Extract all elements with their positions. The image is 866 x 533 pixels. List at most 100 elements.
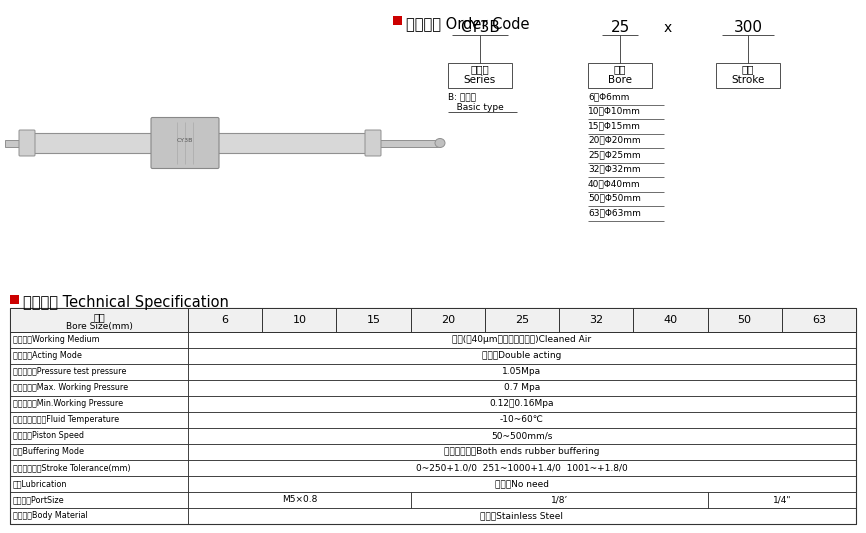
Bar bbox=[10, 348, 188, 364]
Text: M5×0.8: M5×0.8 bbox=[281, 496, 317, 505]
Text: 活塞速度Piston Speed: 活塞速度Piston Speed bbox=[13, 432, 84, 440]
Bar bbox=[188, 460, 856, 476]
Text: 最低使用压Min.Working Pressure: 最低使用压Min.Working Pressure bbox=[13, 400, 123, 408]
Text: 25: 25 bbox=[515, 315, 529, 325]
Bar bbox=[10, 412, 188, 428]
Text: 40：Φ40mm: 40：Φ40mm bbox=[588, 179, 641, 188]
Text: 环境与流体温度Fluid Temperature: 环境与流体温度Fluid Temperature bbox=[13, 416, 120, 424]
Bar bbox=[10, 308, 188, 332]
Bar bbox=[10, 428, 188, 444]
Text: 1/4": 1/4" bbox=[772, 496, 791, 505]
Text: 动作方式Acting Mode: 动作方式Acting Mode bbox=[13, 351, 82, 360]
Bar bbox=[10, 308, 856, 332]
Text: 缓冲Buffering Mode: 缓冲Buffering Mode bbox=[13, 448, 84, 456]
Bar bbox=[188, 332, 856, 348]
Text: 50：Φ50mm: 50：Φ50mm bbox=[588, 193, 641, 203]
Text: 本体材质Body Material: 本体材质Body Material bbox=[13, 512, 87, 521]
Text: 1/8’: 1/8’ bbox=[551, 496, 568, 505]
Text: 耐压试验压Pressure test pressure: 耐压试验压Pressure test pressure bbox=[13, 367, 126, 376]
Text: 63: 63 bbox=[812, 315, 826, 325]
Text: 6: 6 bbox=[222, 315, 229, 325]
Bar bbox=[188, 396, 856, 412]
Text: CY3B: CY3B bbox=[177, 139, 193, 143]
Text: CY3B: CY3B bbox=[460, 20, 500, 35]
Bar bbox=[10, 308, 856, 524]
Text: 缸径: 缸径 bbox=[94, 312, 105, 322]
Bar bbox=[588, 63, 652, 88]
Text: 空气(经40μm过滤的洁净空气)Cleaned Air: 空气(经40μm过滤的洁净空气)Cleaned Air bbox=[452, 335, 591, 344]
Bar bbox=[410, 308, 485, 332]
Bar bbox=[485, 308, 559, 332]
Text: 10: 10 bbox=[293, 315, 307, 325]
Text: Stroke: Stroke bbox=[731, 75, 765, 85]
Bar bbox=[559, 308, 633, 332]
Text: 15：Φ15mm: 15：Φ15mm bbox=[588, 121, 641, 130]
Bar bbox=[337, 308, 410, 332]
Text: 行程: 行程 bbox=[742, 64, 754, 74]
Bar bbox=[188, 428, 856, 444]
Ellipse shape bbox=[435, 139, 445, 148]
Bar bbox=[393, 16, 402, 25]
Text: 技术参数 Technical Specification: 技术参数 Technical Specification bbox=[23, 295, 229, 310]
Bar bbox=[188, 364, 856, 380]
Text: 20: 20 bbox=[441, 315, 455, 325]
Bar bbox=[10, 444, 188, 460]
Bar bbox=[708, 308, 782, 332]
Text: 0~250+1.0/0  251~1000+1.4/0  1001~+1.8/0: 0~250+1.0/0 251~1000+1.4/0 1001~+1.8/0 bbox=[417, 464, 628, 472]
Bar bbox=[633, 308, 708, 332]
Bar bbox=[10, 476, 188, 492]
FancyBboxPatch shape bbox=[19, 130, 35, 156]
Bar bbox=[10, 332, 188, 348]
Bar bbox=[188, 444, 856, 460]
Bar bbox=[262, 308, 337, 332]
Text: -10~60℃: -10~60℃ bbox=[500, 416, 544, 424]
Bar bbox=[188, 412, 856, 428]
Bar bbox=[448, 63, 512, 88]
Bar bbox=[5, 140, 30, 147]
Text: 10：Φ10mm: 10：Φ10mm bbox=[588, 107, 641, 116]
Text: 25: 25 bbox=[611, 20, 630, 35]
Bar bbox=[188, 508, 856, 524]
Text: 25：Φ25mm: 25：Φ25mm bbox=[588, 150, 641, 159]
Text: Bore Size(mm): Bore Size(mm) bbox=[66, 322, 132, 331]
Bar bbox=[716, 63, 780, 88]
Text: B: 基本型: B: 基本型 bbox=[448, 92, 476, 101]
Text: 0.7 Mpa: 0.7 Mpa bbox=[504, 384, 540, 392]
Bar bbox=[10, 460, 188, 476]
Text: Bore: Bore bbox=[608, 75, 632, 85]
Bar bbox=[10, 295, 19, 304]
Bar bbox=[708, 492, 856, 508]
Bar bbox=[10, 380, 188, 396]
Bar bbox=[188, 476, 856, 492]
Text: 1.05Mpa: 1.05Mpa bbox=[502, 367, 541, 376]
Text: 双作用Double acting: 双作用Double acting bbox=[482, 351, 562, 360]
Bar bbox=[10, 508, 188, 524]
Text: 接管口径PortSize: 接管口径PortSize bbox=[13, 496, 65, 505]
Text: 63：Φ63mm: 63：Φ63mm bbox=[588, 208, 641, 217]
Bar bbox=[410, 492, 708, 508]
Bar bbox=[188, 380, 856, 396]
Text: 缸径: 缸径 bbox=[614, 64, 626, 74]
Text: Basic type: Basic type bbox=[448, 103, 504, 112]
Bar bbox=[10, 364, 188, 380]
Text: 32: 32 bbox=[589, 315, 604, 325]
Text: Series: Series bbox=[464, 75, 496, 85]
Text: 0.12～0.16Mpa: 0.12～0.16Mpa bbox=[490, 400, 554, 408]
FancyBboxPatch shape bbox=[365, 130, 381, 156]
Text: 15: 15 bbox=[366, 315, 380, 325]
Text: 6：Φ6mm: 6：Φ6mm bbox=[588, 92, 630, 101]
Text: 行程长度公巪Stroke Tolerance(mm): 行程长度公巪Stroke Tolerance(mm) bbox=[13, 464, 131, 472]
FancyBboxPatch shape bbox=[151, 117, 219, 168]
Bar bbox=[25, 133, 375, 153]
Text: 订货型号 Order Code: 订货型号 Order Code bbox=[406, 16, 529, 31]
Bar bbox=[188, 492, 410, 508]
Bar bbox=[370, 140, 440, 147]
Bar bbox=[10, 492, 188, 508]
Text: x: x bbox=[664, 21, 672, 35]
Text: 使用流体Working Medium: 使用流体Working Medium bbox=[13, 335, 100, 344]
Text: 最高使用压Max. Working Pressure: 最高使用压Max. Working Pressure bbox=[13, 384, 128, 392]
Text: 不锈销Stainless Steel: 不锈销Stainless Steel bbox=[481, 512, 564, 521]
Text: 给油Lubrication: 给油Lubrication bbox=[13, 480, 68, 489]
Text: 20：Φ20mm: 20：Φ20mm bbox=[588, 135, 641, 144]
Text: 50~500mm/s: 50~500mm/s bbox=[491, 432, 553, 440]
